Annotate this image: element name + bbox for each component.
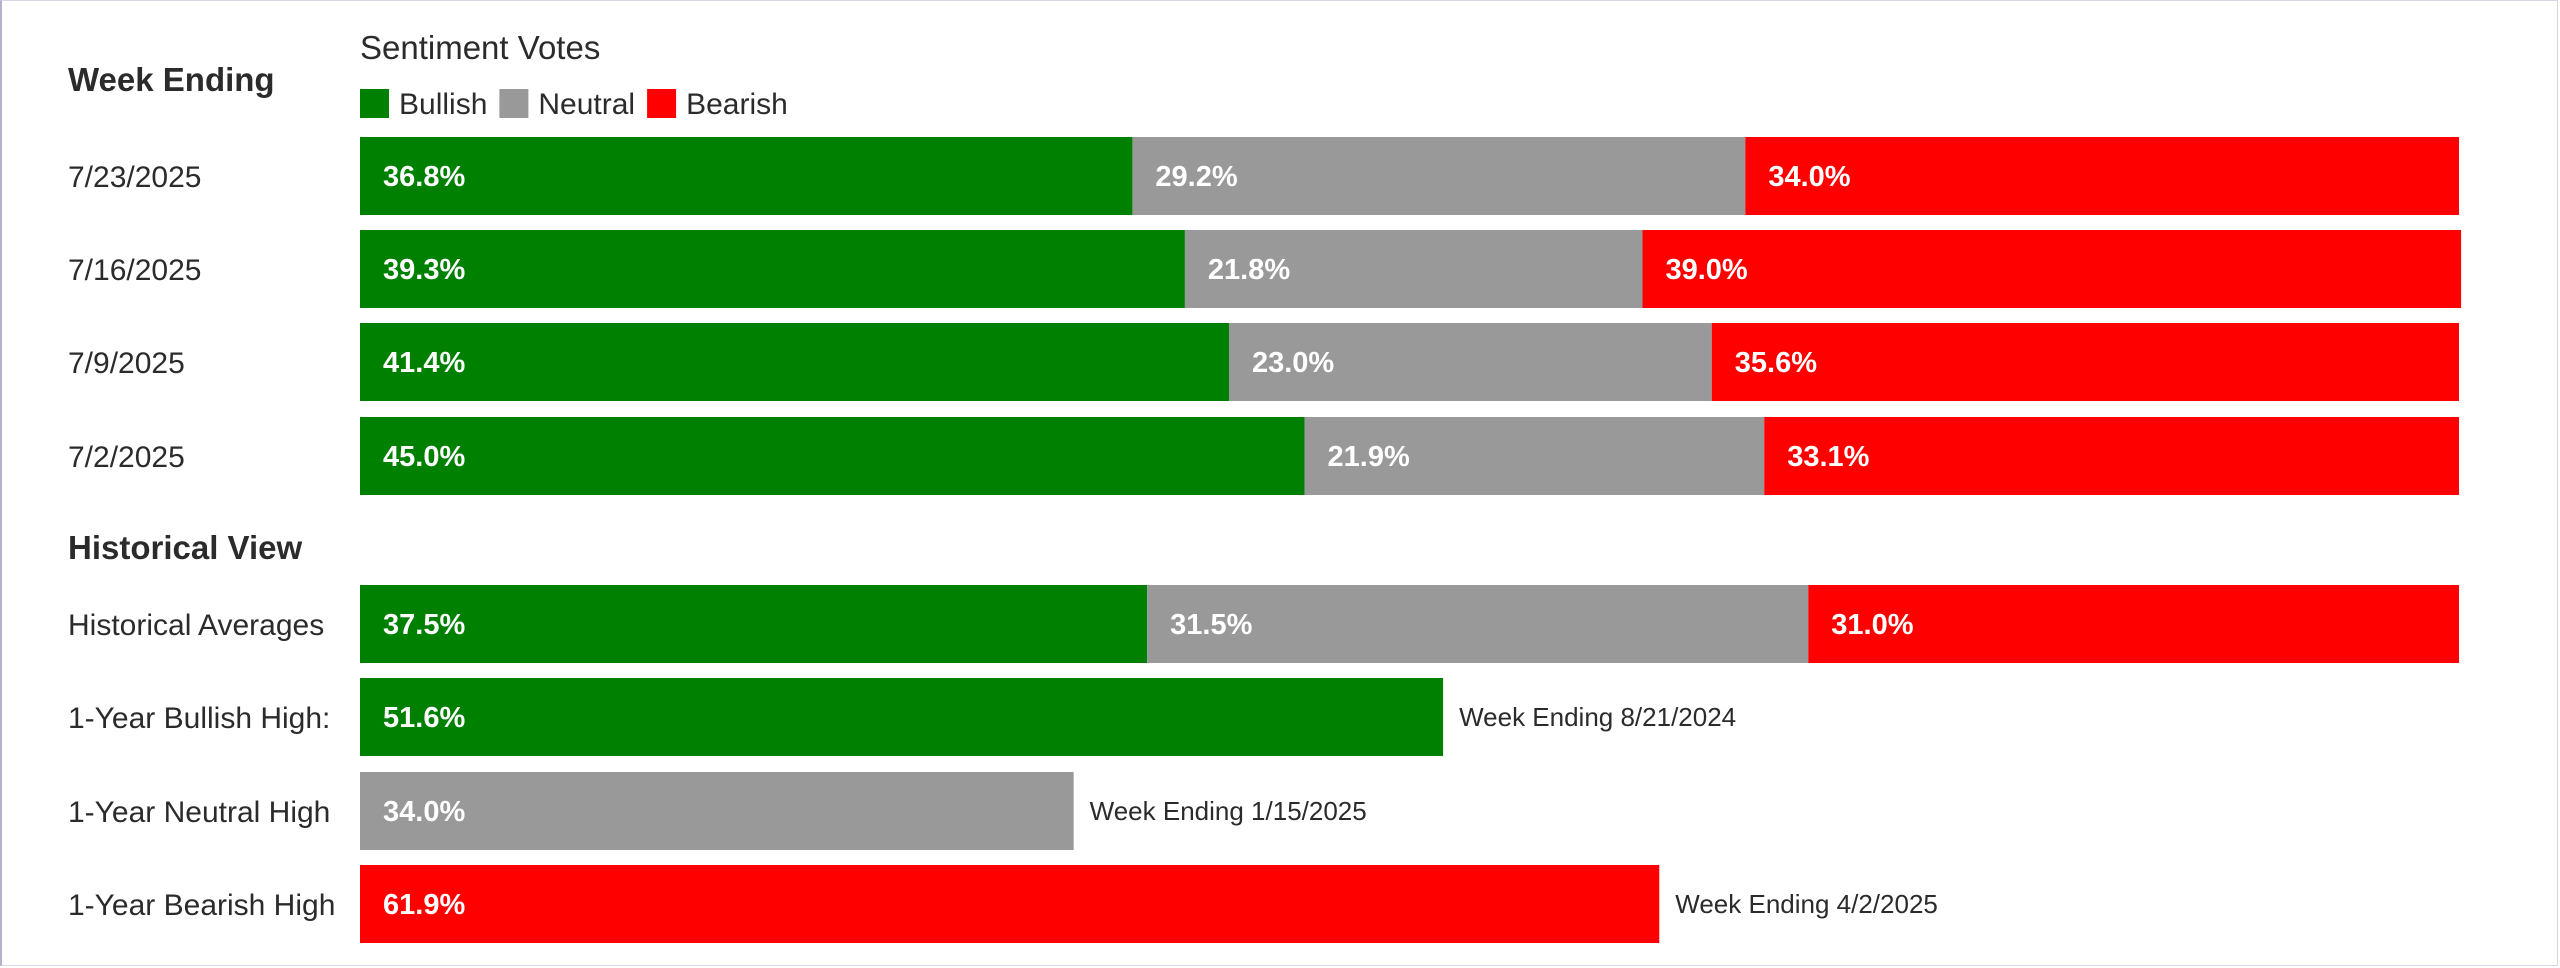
row-label-7-2-2025: 7/2/2025 (68, 441, 185, 474)
bar-7-9-2025-bearish (1711, 323, 2459, 401)
bar-label-7-23-2025-bearish: 34.0% (1768, 161, 1850, 193)
legend-label-bearish: Bearish (686, 88, 788, 121)
legend-swatch-neutral (499, 89, 529, 118)
row-label-historical-averages: Historical Averages (68, 609, 324, 642)
row-label-1-year-neutral-high: 1-Year Neutral High (68, 796, 330, 829)
legend-label-bullish: Bullish (399, 88, 487, 121)
bar-label-7-2-2025-bullish: 45.0% (383, 441, 465, 473)
bar-7-9-2025-neutral (1228, 323, 1712, 401)
bar-label-7-16-2025-bearish: 39.0% (1665, 254, 1747, 286)
bar-7-23-2025-bearish (1745, 137, 2459, 215)
row-label-1-year-bearish-high: 1-Year Bearish High (68, 889, 335, 922)
bar-note-1-year-neutral-high: Week Ending 1/15/2025 (1090, 796, 1367, 826)
bar-label-7-16-2025-neutral: 21.8% (1208, 254, 1290, 286)
bar-label-historical-averages-neutral: 31.5% (1170, 609, 1252, 641)
bar-label-7-9-2025-neutral: 23.0% (1252, 347, 1334, 379)
section-title-week-ending: Week Ending (68, 61, 275, 98)
bar-label-7-23-2025-neutral: 29.2% (1155, 161, 1237, 193)
bar-label-historical-averages-bullish: 37.5% (383, 609, 465, 641)
bar-7-23-2025-bullish (360, 137, 1133, 215)
legend-swatch-bearish (647, 89, 677, 118)
bar-7-16-2025-bearish (1642, 230, 2462, 308)
row-label-7-9-2025: 7/9/2025 (68, 347, 185, 380)
section-title-historical-view: Historical View (68, 529, 302, 566)
bar-note-1-year-bearish-high: Week Ending 4/2/2025 (1675, 889, 1938, 919)
legend-swatch-bullish (360, 89, 389, 118)
bar-label-7-9-2025-bearish: 35.6% (1735, 347, 1817, 379)
bar-historical-averages-bullish (360, 585, 1148, 663)
bar-7-23-2025-neutral (1132, 137, 1746, 215)
row-label-7-23-2025: 7/23/2025 (68, 161, 201, 194)
legend-title: Sentiment Votes (360, 29, 600, 66)
bar-1-year-bullish-high (360, 678, 1444, 756)
bar-7-16-2025-neutral (1184, 230, 1643, 308)
bar-label-1-year-bearish-high: 61.9% (383, 889, 465, 921)
legend-label-neutral: Neutral (538, 88, 635, 121)
bar-historical-averages-bearish (1808, 585, 2459, 663)
bar-label-1-year-neutral-high: 34.0% (383, 796, 465, 828)
bar-7-2-2025-bullish (360, 417, 1305, 495)
bar-1-year-neutral-high (360, 772, 1074, 850)
bar-7-2-2025-bearish (1764, 417, 2459, 495)
bar-label-1-year-bullish-high: 51.6% (383, 702, 465, 734)
bar-label-7-16-2025-bullish: 39.3% (383, 254, 465, 286)
bar-note-1-year-bullish-high: Week Ending 8/21/2024 (1459, 702, 1736, 732)
bar-label-7-2-2025-bearish: 33.1% (1787, 441, 1869, 473)
bar-label-7-9-2025-bullish: 41.4% (383, 347, 465, 379)
bar-label-7-23-2025-bullish: 36.8% (383, 161, 465, 193)
bar-1-year-bearish-high (360, 865, 1660, 943)
row-label-1-year-bullish-high: 1-Year Bullish High: (68, 702, 330, 735)
bar-7-9-2025-bullish (360, 323, 1229, 401)
bar-historical-averages-neutral (1147, 585, 1809, 663)
row-label-7-16-2025: 7/16/2025 (68, 254, 201, 287)
bar-label-historical-averages-bearish: 31.0% (1831, 609, 1913, 641)
bar-7-16-2025-bullish (360, 230, 1185, 308)
bar-7-2-2025-neutral (1304, 417, 1765, 495)
bar-label-7-2-2025-neutral: 21.9% (1328, 441, 1410, 473)
